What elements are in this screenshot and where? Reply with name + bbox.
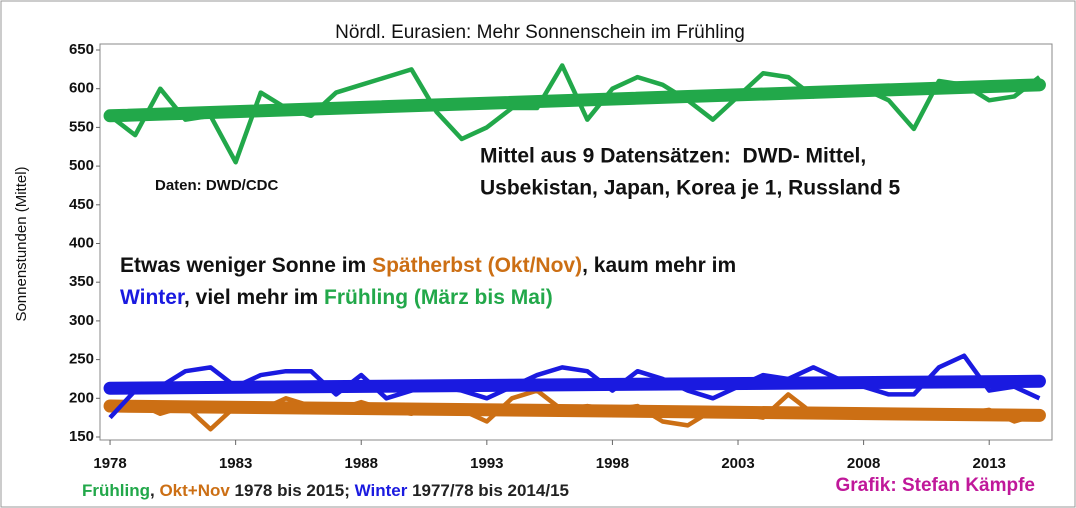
y-tick-label: 600 [69, 80, 94, 97]
trend-line [103, 399, 1046, 422]
credit: Grafik: Stefan Kämpfe [835, 475, 1035, 496]
trend-line [103, 78, 1046, 123]
x-tick-label: 1998 [596, 455, 629, 472]
footer-part: , [150, 481, 159, 500]
footer-text: Frühling, Okt+Nov 1978 bis 2015; Winter … [82, 481, 569, 500]
footer-part: 1977/78 bis 2014/15 [407, 481, 569, 500]
statement-part: Frühling (März bis Mai) [324, 286, 553, 309]
y-tick-label: 550 [69, 118, 94, 135]
y-tick-label: 650 [69, 41, 94, 58]
x-tick-label: 1988 [345, 455, 378, 472]
footer-part: 1978 bis 2015; [230, 481, 355, 500]
y-tick-label: 400 [69, 234, 94, 251]
x-tick-label: 1993 [470, 455, 503, 472]
footer-part: Okt+Nov [159, 481, 230, 500]
statement-part: Spätherbst (Okt/Nov) [372, 254, 582, 277]
x-tick-label: 2003 [721, 455, 754, 472]
y-tick-label: 350 [69, 273, 94, 290]
y-tick-label: 150 [69, 428, 94, 445]
chart-title: Nördl. Eurasien: Mehr Sonnenschein im Fr… [335, 22, 745, 43]
info-text: Mittel aus 9 Datensätzen: DWD- Mittel, [480, 145, 866, 168]
info-text: Usbekistan, Japan, Korea je 1, Russland … [480, 177, 900, 200]
footer-part: Winter [355, 481, 408, 500]
statement-text: Winter, viel mehr im Frühling (März bis … [120, 286, 553, 309]
statement-part: , viel mehr im [184, 286, 324, 309]
data-line [108, 63, 1041, 165]
statement-part: Etwas weniger Sonne im [120, 254, 372, 277]
y-tick-label: 300 [69, 312, 94, 329]
x-tick-label: 1978 [93, 455, 126, 472]
y-tick-label: 200 [69, 389, 94, 406]
trend-line [103, 374, 1046, 395]
statement-text: Etwas weniger Sonne im Spätherbst (Okt/N… [120, 254, 736, 277]
statement-part: Winter [120, 286, 185, 309]
y-tick-label: 450 [69, 196, 94, 213]
y-tick-label: 500 [69, 157, 94, 174]
y-tick-label: 250 [69, 351, 94, 368]
source-note: Daten: DWD/CDC [155, 177, 278, 194]
x-tick-label: 2013 [973, 455, 1006, 472]
x-tick-label: 2008 [847, 455, 880, 472]
data-line [108, 353, 1041, 420]
y-axis-label: Sonnenstunden (Mittel) [13, 166, 30, 321]
plot-area [99, 43, 1053, 441]
statement-part: , kaum mehr im [582, 254, 736, 277]
x-tick-label: 1983 [219, 455, 252, 472]
footer-part: Frühling [82, 481, 150, 500]
